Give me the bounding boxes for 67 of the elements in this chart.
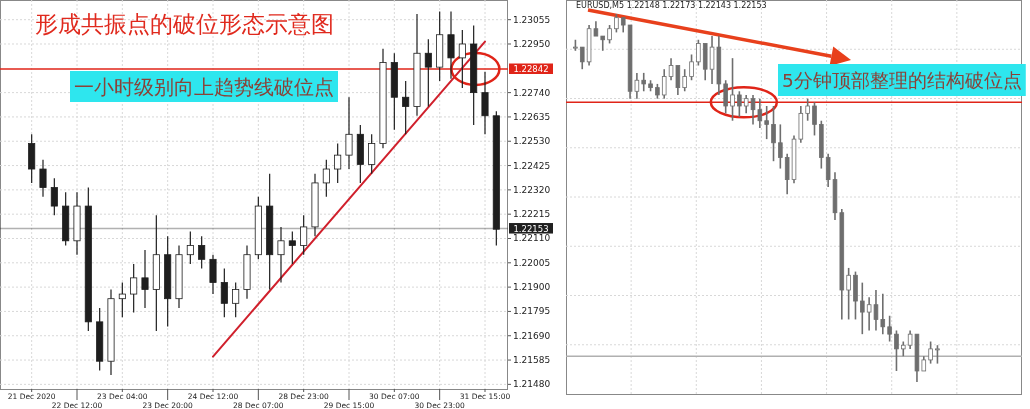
candlestick bbox=[447, 10, 455, 80]
candlestick bbox=[764, 105, 769, 140]
y-tick-label: 1.22320 bbox=[513, 184, 551, 195]
annotation: 一小时级别向上趋势线破位点 bbox=[74, 74, 334, 99]
candlestick bbox=[771, 105, 776, 162]
candlestick bbox=[209, 254, 217, 295]
candlestick bbox=[322, 159, 330, 198]
candlestick bbox=[220, 268, 228, 318]
candlestick bbox=[894, 329, 899, 372]
y-tick-label: 1.22635 bbox=[513, 111, 551, 122]
candlestick bbox=[232, 281, 240, 318]
candlestick bbox=[288, 230, 296, 265]
candlestick bbox=[118, 281, 126, 318]
candlestick bbox=[481, 71, 489, 135]
y-tick-label: 1.21900 bbox=[513, 282, 551, 293]
candlestick bbox=[689, 53, 694, 82]
candlestick bbox=[928, 340, 933, 365]
candlestick bbox=[778, 123, 783, 170]
candlestick bbox=[730, 57, 735, 122]
candlestick bbox=[614, 13, 619, 34]
y-tick-label: 1.22005 bbox=[513, 257, 551, 268]
candlestick bbox=[39, 159, 47, 198]
candlestick bbox=[368, 133, 376, 175]
candlestick bbox=[887, 314, 892, 343]
candlestick bbox=[723, 79, 728, 115]
candlestick bbox=[345, 96, 353, 170]
candlestick bbox=[141, 249, 149, 309]
y-tick-label: 1.22425 bbox=[513, 160, 551, 171]
y-tick-label: 1.22530 bbox=[513, 136, 551, 147]
text: EURUSD,M5 1.22148 1.22173 1.22143 1.22153 bbox=[576, 1, 767, 10]
y-tick-label: 1.22950 bbox=[513, 38, 551, 49]
candlestick bbox=[737, 90, 742, 118]
candlestick bbox=[50, 177, 58, 216]
candlestick bbox=[579, 46, 585, 70]
candlestick bbox=[130, 263, 138, 314]
candlestick bbox=[600, 35, 606, 52]
candlestick bbox=[424, 38, 432, 108]
y-tick-label: 1.21480 bbox=[513, 379, 551, 390]
candlestick bbox=[334, 142, 342, 184]
candlestick bbox=[641, 72, 646, 93]
y-tick-label: 1.21795 bbox=[513, 306, 551, 317]
y-tick-label: 1.22110 bbox=[513, 233, 551, 244]
candlestick bbox=[607, 24, 612, 45]
annotation: 5分钟顶部整理的结构破位点 bbox=[782, 69, 1022, 91]
ref-line-label: 1.22842 bbox=[513, 64, 549, 74]
candlestick bbox=[458, 29, 466, 89]
candlestick bbox=[860, 281, 865, 335]
candlestick bbox=[300, 214, 308, 256]
y-tick-label: 1.22740 bbox=[513, 87, 551, 98]
candlestick bbox=[696, 38, 701, 67]
candlestick bbox=[277, 226, 285, 284]
y-tick-label: 1.23055 bbox=[513, 14, 551, 25]
candlestick bbox=[846, 267, 851, 321]
candlestick bbox=[880, 292, 886, 335]
candlestick bbox=[682, 68, 687, 93]
candlestick bbox=[186, 230, 194, 265]
y-tick-label: 1.21585 bbox=[513, 355, 551, 366]
y-tick-label: 1.21690 bbox=[513, 330, 551, 341]
candlestick bbox=[805, 97, 810, 122]
ref-line-label: 1.22153 bbox=[513, 223, 549, 234]
candlestick bbox=[935, 344, 940, 365]
y-tick-label: 1.22215 bbox=[513, 209, 551, 220]
candlestick bbox=[402, 80, 410, 135]
candlestick bbox=[198, 235, 206, 270]
candlestick bbox=[661, 68, 667, 100]
text: 形成共振点的破位形态示意图 bbox=[35, 11, 334, 37]
candlestick bbox=[812, 101, 817, 137]
